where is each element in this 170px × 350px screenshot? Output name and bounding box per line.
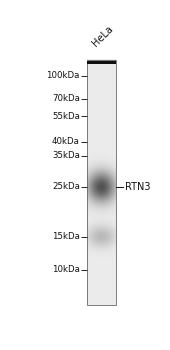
- Bar: [87, 60, 116, 305]
- Bar: [87, 61, 116, 64]
- Text: 25kDa: 25kDa: [52, 182, 80, 191]
- Text: RTN3: RTN3: [125, 182, 150, 192]
- Text: 10kDa: 10kDa: [52, 265, 80, 274]
- Text: 55kDa: 55kDa: [52, 112, 80, 121]
- Text: 70kDa: 70kDa: [52, 94, 80, 103]
- Text: 100kDa: 100kDa: [47, 71, 80, 80]
- Text: HeLa: HeLa: [90, 24, 115, 49]
- Text: 15kDa: 15kDa: [52, 232, 80, 241]
- Text: 40kDa: 40kDa: [52, 137, 80, 146]
- Text: 35kDa: 35kDa: [52, 151, 80, 160]
